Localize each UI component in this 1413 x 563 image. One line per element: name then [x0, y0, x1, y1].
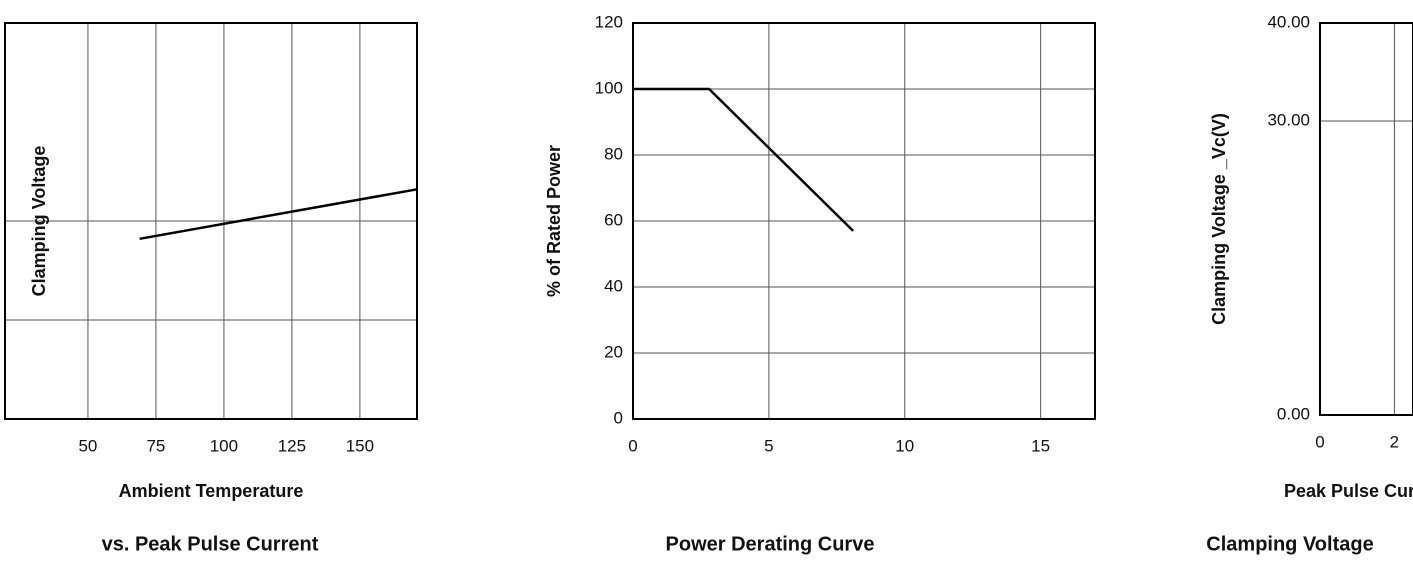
- y-tick-label: 120: [595, 12, 623, 31]
- x-tick-label: 150: [346, 436, 374, 455]
- x-tick-label: 5: [764, 436, 773, 455]
- chart-title: Power Derating Curve: [666, 533, 875, 555]
- y-tick-label: 0.00: [1277, 404, 1310, 423]
- data-line: [140, 189, 417, 239]
- y-tick-label: 80: [604, 144, 623, 163]
- y-tick-label: 20: [604, 342, 623, 361]
- y-axis-label: % of Rated Power: [544, 145, 564, 297]
- chart-title: vs. Peak Pulse Current: [102, 533, 319, 555]
- x-tick-label: 75: [146, 436, 165, 455]
- data-line: [633, 89, 853, 231]
- y-tick-label: 40: [604, 276, 623, 295]
- x-tick-label: 0: [628, 436, 637, 455]
- charts: 10.0020.005075100125150vs. Peak Pulse Cu…: [0, 0, 1413, 563]
- x-tick-label: 15: [1031, 436, 1050, 455]
- y-tick-label: 30.00: [1267, 110, 1310, 129]
- x-tick-label: 0: [1315, 432, 1324, 451]
- x-tick-label: 2: [1390, 432, 1399, 451]
- x-axis-label: Ambient Temperature: [119, 481, 304, 501]
- x-tick-label: 100: [210, 436, 238, 455]
- y-tick-label: 0: [614, 408, 623, 427]
- y-tick-label: 40.00: [1267, 12, 1310, 31]
- page: {"chart_data": [ {"type": "line", "title…: [0, 0, 1413, 563]
- y-tick-label: 100: [595, 78, 623, 97]
- plot-frame: [1320, 23, 1413, 415]
- chart-title: Clamping Voltage: [1206, 533, 1373, 555]
- x-tick-label: 125: [278, 436, 306, 455]
- y-tick-label: 60: [604, 210, 623, 229]
- y-axis-label: Clamping Voltage _Vc(V): [1209, 113, 1229, 325]
- x-tick-label: 10: [895, 436, 914, 455]
- y-axis-label: Clamping Voltage: [29, 146, 49, 297]
- x-axis-label: Peak Pulse Current: [1284, 481, 1413, 501]
- x-tick-label: 50: [78, 436, 97, 455]
